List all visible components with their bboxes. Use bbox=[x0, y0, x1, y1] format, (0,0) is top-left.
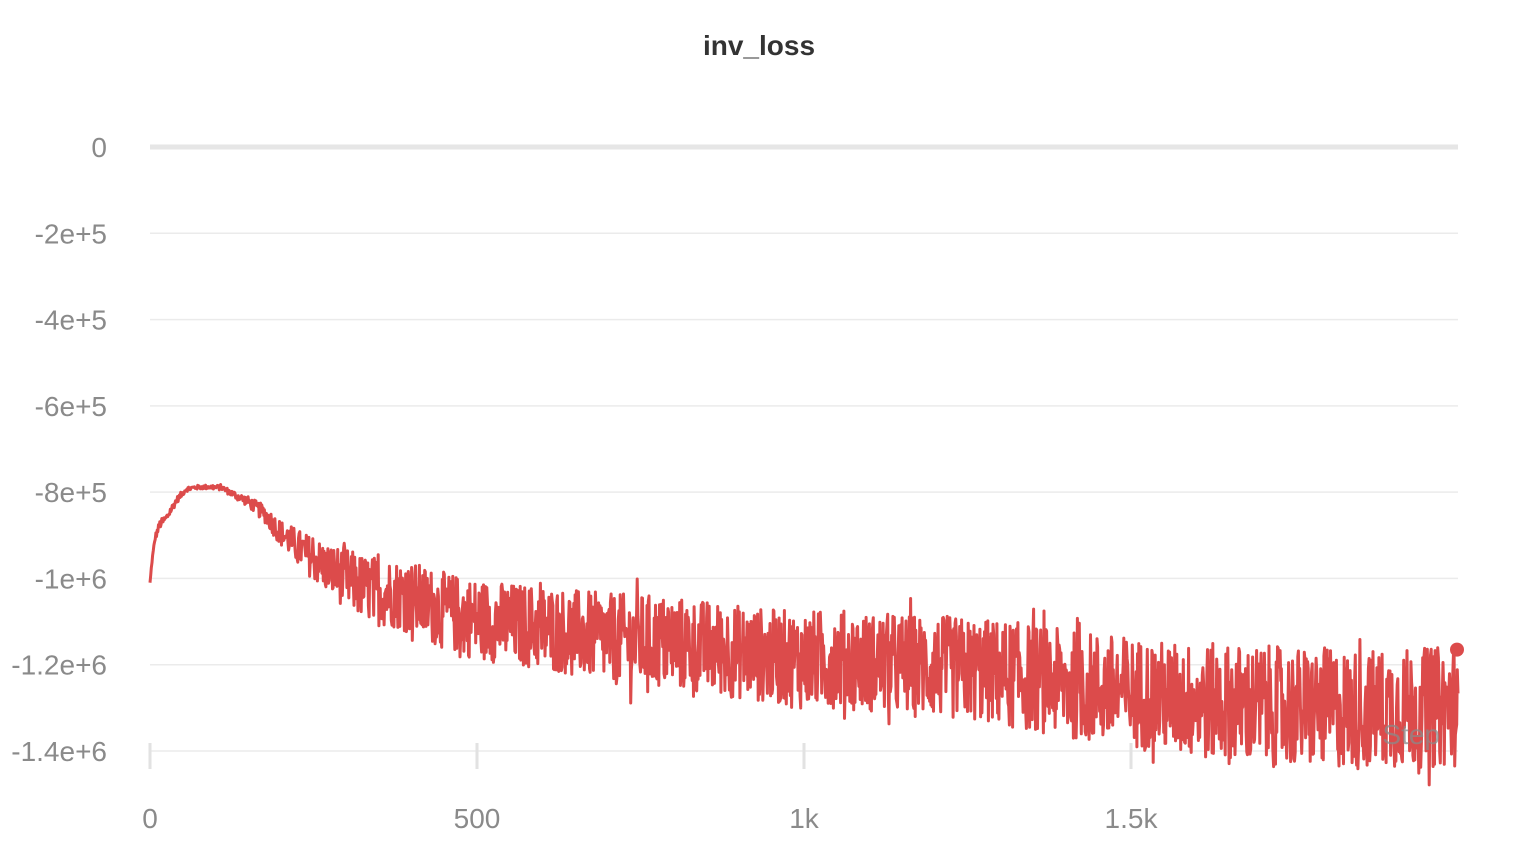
x-tick-label: 500 bbox=[454, 803, 501, 834]
x-tick-label: 0 bbox=[142, 803, 158, 834]
x-tick-marks bbox=[148, 743, 1133, 769]
y-tick-label: -1.4e+6 bbox=[11, 736, 107, 767]
y-tick-label: 0 bbox=[91, 132, 107, 163]
y-tick-label: -4e+5 bbox=[35, 305, 107, 336]
y-tick-label: -8e+5 bbox=[35, 477, 107, 508]
tick-labels: 0 -2e+5 -4e+5 -6e+5 -8e+5 -1e+6 -1.2e+6 -1.4e+6… bbox=[11, 132, 1158, 834]
y-tick-label: -1e+6 bbox=[35, 563, 107, 594]
series-line bbox=[148, 483, 1460, 787]
last-point-marker bbox=[1450, 642, 1464, 657]
x-tick-label: 1.5k bbox=[1105, 803, 1159, 834]
y-tick-label: -1.2e+6 bbox=[11, 650, 107, 681]
y-tick-label: -6e+5 bbox=[35, 391, 107, 422]
y-tick-label: -2e+5 bbox=[35, 218, 107, 249]
series-layer bbox=[148, 483, 1464, 787]
x-tick-label: 1k bbox=[789, 803, 820, 834]
x-axis-title: Step bbox=[1382, 719, 1440, 750]
chart-title: inv_loss bbox=[702, 30, 816, 61]
